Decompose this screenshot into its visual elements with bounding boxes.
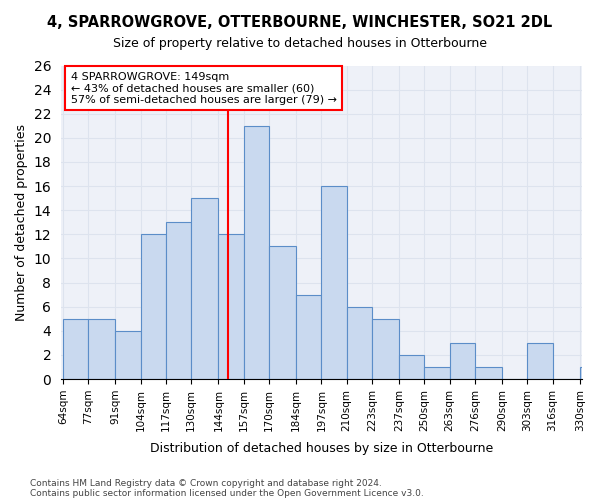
Bar <box>527 343 553 379</box>
Text: 4, SPARROWGROVE, OTTERBOURNE, WINCHESTER, SO21 2DL: 4, SPARROWGROVE, OTTERBOURNE, WINCHESTER… <box>47 15 553 30</box>
Bar <box>399 355 424 379</box>
Bar <box>372 318 399 379</box>
Text: Size of property relative to detached houses in Otterbourne: Size of property relative to detached ho… <box>113 38 487 51</box>
Bar <box>244 126 269 379</box>
Bar <box>88 318 115 379</box>
Bar <box>269 246 296 379</box>
Text: Contains public sector information licensed under the Open Government Licence v3: Contains public sector information licen… <box>30 488 424 498</box>
Bar <box>218 234 244 379</box>
Bar <box>424 367 449 379</box>
Text: Contains HM Land Registry data © Crown copyright and database right 2024.: Contains HM Land Registry data © Crown c… <box>30 478 382 488</box>
Bar <box>115 331 140 379</box>
Bar <box>191 198 218 379</box>
Bar <box>449 343 475 379</box>
Bar <box>322 186 347 379</box>
Bar <box>296 294 322 379</box>
Y-axis label: Number of detached properties: Number of detached properties <box>15 124 28 321</box>
Bar <box>166 222 191 379</box>
Bar <box>580 367 600 379</box>
Bar <box>347 306 372 379</box>
Text: 4 SPARROWGROVE: 149sqm
← 43% of detached houses are smaller (60)
57% of semi-det: 4 SPARROWGROVE: 149sqm ← 43% of detached… <box>71 72 337 104</box>
Bar <box>63 318 88 379</box>
X-axis label: Distribution of detached houses by size in Otterbourne: Distribution of detached houses by size … <box>150 442 493 455</box>
Bar <box>475 367 502 379</box>
Bar <box>140 234 166 379</box>
